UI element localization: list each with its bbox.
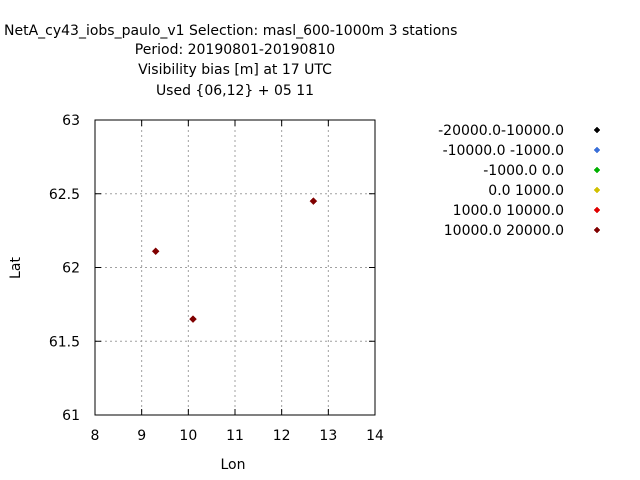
legend-label: -10000.0 -1000.0 <box>443 143 564 159</box>
legend-label: 10000.0 20000.0 <box>444 223 564 239</box>
title-line-3: Visibility bias [m] at 17 UTC <box>138 62 332 78</box>
x-tick-label: 8 <box>91 428 100 444</box>
x-tick-label: 11 <box>226 428 244 444</box>
grid-lines <box>95 120 375 415</box>
y-tick-label: 62 <box>62 261 80 277</box>
y-tick-label: 63 <box>62 113 80 129</box>
x-axis-label: Lon <box>221 457 246 473</box>
x-tick-labels: 8 9 10 11 12 13 14 <box>91 428 384 444</box>
legend-marker <box>593 186 601 194</box>
y-tick-label: 62.5 <box>49 187 80 203</box>
legend: -20000.0-10000.0 -10000.0 -1000.0 -1000.0 … <box>438 123 601 239</box>
axis-ticks <box>94 119 376 416</box>
data-points <box>151 197 318 323</box>
title-line-4: Used {06,12} + 05 11 <box>156 83 314 99</box>
legend-marker <box>593 226 601 234</box>
x-tick-label: 9 <box>137 428 146 444</box>
y-tick-label: 61 <box>62 408 80 424</box>
x-tick-label: 12 <box>273 428 291 444</box>
y-axis-label: Lat <box>8 257 24 279</box>
data-point <box>151 247 160 256</box>
x-tick-label: 14 <box>366 428 384 444</box>
x-tick-label: 13 <box>319 428 337 444</box>
data-point <box>309 197 318 205</box>
legend-label: 1000.0 10000.0 <box>453 203 564 219</box>
title-line-1: NetA_cy43_iobs_paulo_v1 Selection: masl_… <box>4 23 457 39</box>
data-point <box>189 315 197 323</box>
title-line-2: Period: 20190801-20190810 <box>135 42 335 58</box>
x-tick-label: 10 <box>179 428 197 444</box>
legend-marker <box>593 126 601 134</box>
legend-label: -20000.0-10000.0 <box>438 123 564 139</box>
legend-marker <box>593 146 601 154</box>
legend-label: 0.0 1000.0 <box>488 183 564 199</box>
y-tick-label: 61.5 <box>49 334 80 350</box>
y-tick-labels: 61 61.5 62 62.5 63 <box>49 113 80 424</box>
legend-marker <box>593 206 601 214</box>
legend-marker <box>593 166 601 174</box>
chart-title: NetA_cy43_iobs_paulo_v1 Selection: masl_… <box>4 23 457 99</box>
legend-label: -1000.0 0.0 <box>483 163 564 179</box>
